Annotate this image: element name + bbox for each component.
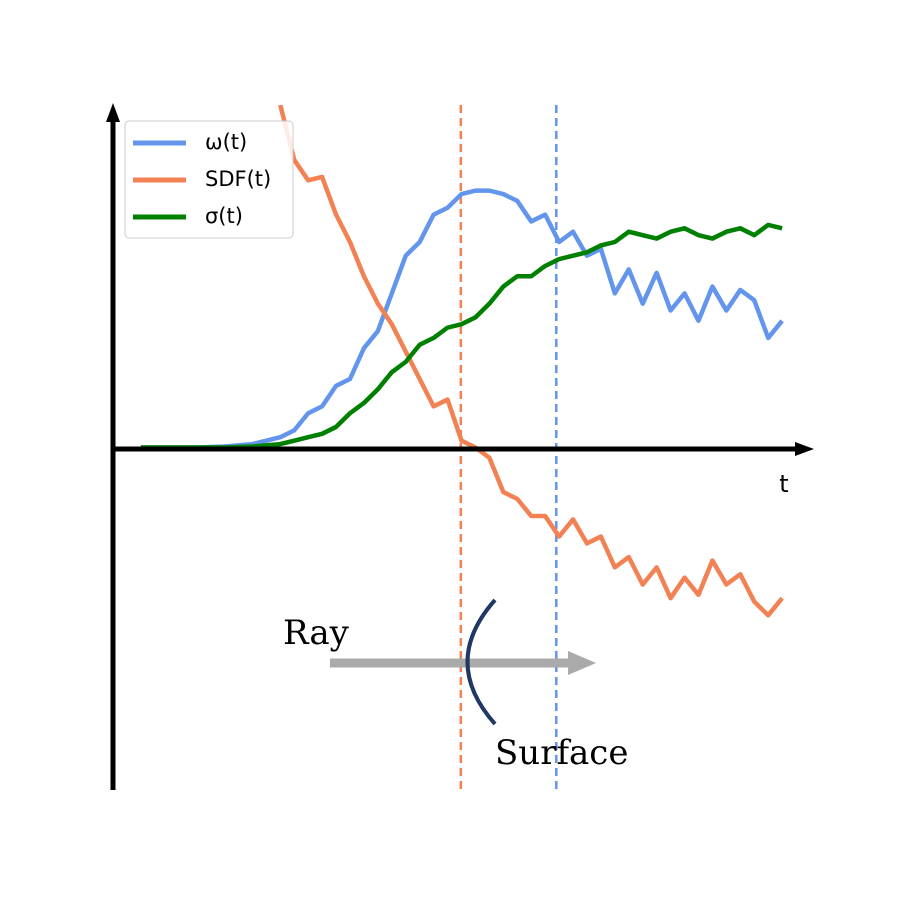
x-arrow [795,442,814,456]
series-line [140,188,784,450]
legend-label: σ(t) [205,204,243,228]
surface-curve [465,598,497,726]
legend-box [124,120,294,239]
legend: ω(t) SDF(t) σ(t) [133,130,271,228]
ray-arrowhead [568,651,596,675]
x-label: t [779,470,788,498]
y-arrow [106,103,120,122]
legend-label: SDF(t) [205,167,271,191]
surface-label: Surface [495,733,628,773]
series-line [278,105,784,618]
legend-label: ω(t) [205,130,247,154]
ray-label: Ray [283,613,350,653]
series-line [140,222,783,450]
plot-area [140,105,784,618]
